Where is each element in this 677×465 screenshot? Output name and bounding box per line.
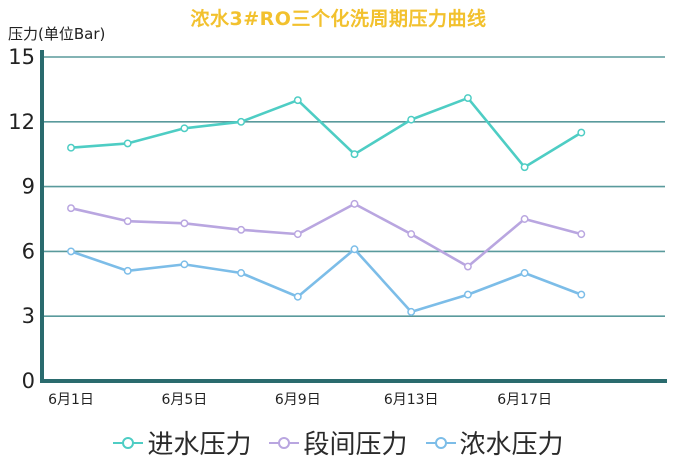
y-tick-label: 3 <box>22 304 35 328</box>
data-point <box>180 260 189 269</box>
data-point <box>577 230 586 239</box>
data-point <box>350 245 359 254</box>
legend-label: 段间压力 <box>303 430 408 460</box>
y-tick-label: 0 <box>22 369 35 393</box>
y-tick-label: 9 <box>22 175 35 199</box>
legend-item[interactable]: 浓水压力 <box>425 424 564 461</box>
legend-marker-icon <box>425 435 456 451</box>
data-point <box>180 124 189 133</box>
y-axis-unit-label: 压力(单位Bar) <box>8 25 106 43</box>
legend-marker-icon <box>269 435 300 451</box>
data-point <box>180 219 189 228</box>
x-tick-label: 6月9日 <box>275 392 321 408</box>
y-tick-label: 12 <box>8 110 35 134</box>
y-tick-label: 6 <box>22 239 35 263</box>
data-point <box>520 163 529 172</box>
x-tick-label: 6月13日 <box>384 392 439 408</box>
data-point <box>293 292 302 301</box>
data-point <box>520 269 529 277</box>
data-point <box>520 215 529 223</box>
series-line-3 <box>70 247 582 314</box>
data-point <box>463 94 472 102</box>
chart-title: 浓水3#RO三个化洗周期压力曲线 <box>190 8 487 30</box>
data-point <box>67 247 75 256</box>
data-point <box>123 266 132 275</box>
series-line-2 <box>70 202 582 268</box>
data-point <box>463 262 472 271</box>
data-point <box>463 290 472 299</box>
data-point <box>350 199 359 208</box>
legend-label: 进水压力 <box>147 430 252 460</box>
data-point <box>577 290 586 299</box>
data-point <box>407 230 416 239</box>
data-point <box>350 150 359 159</box>
legend: 进水压力 段间压力 浓水压力 <box>0 424 677 461</box>
data-point <box>123 217 132 226</box>
data-point <box>577 128 586 137</box>
y-tick-label: 15 <box>8 45 35 69</box>
data-point <box>237 269 246 277</box>
data-point <box>237 117 246 126</box>
legend-item[interactable]: 进水压力 <box>113 424 251 461</box>
data-point <box>293 96 302 105</box>
x-tick-label: 6月5日 <box>161 392 207 408</box>
data-point <box>123 139 132 148</box>
x-tick-label: 6月17日 <box>497 392 552 408</box>
line-chart: 0 3 6 9 12 15 6月1日 6月5日 6月9日 6月13日 6月17日 <box>8 45 667 408</box>
data-point <box>407 307 416 316</box>
data-point <box>407 115 416 124</box>
data-point <box>237 225 246 234</box>
data-point <box>67 143 75 152</box>
series-line-1 <box>70 96 582 169</box>
legend-item[interactable]: 段间压力 <box>269 424 408 461</box>
data-point <box>293 230 302 239</box>
legend-marker-icon <box>113 435 144 451</box>
data-point <box>67 204 75 213</box>
legend-label: 浓水压力 <box>459 430 564 460</box>
x-tick-label: 6月1日 <box>48 392 94 408</box>
